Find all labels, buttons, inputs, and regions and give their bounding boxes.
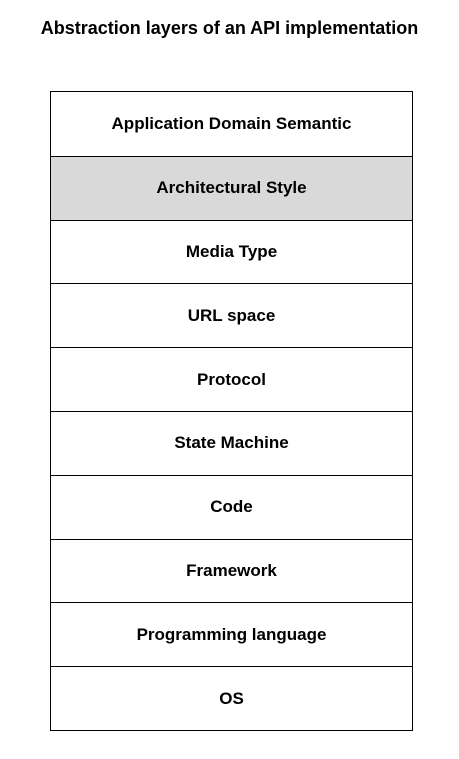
layer-application-domain-semantic: Application Domain Semantic: [51, 92, 412, 156]
layer-label: Programming language: [136, 624, 327, 644]
layer-media-type: Media Type: [51, 219, 412, 284]
layer-label: Framework: [186, 560, 277, 580]
layer-code: Code: [51, 474, 412, 539]
layer-protocol: Protocol: [51, 347, 412, 411]
layer-programming-language: Programming language: [51, 602, 412, 666]
layer-stack: Application Domain Semantic Architectura…: [50, 91, 413, 731]
layer-state-machine: State Machine: [51, 410, 412, 475]
layer-label: State Machine: [174, 433, 289, 453]
layer-framework: Framework: [51, 538, 412, 603]
layer-label: Application Domain Semantic: [111, 113, 352, 133]
layer-url-space: URL space: [51, 283, 412, 347]
layer-label: Protocol: [197, 369, 266, 389]
layer-architectural-style: Architectural Style: [51, 155, 412, 220]
layer-label: Code: [210, 497, 253, 517]
layer-label: Media Type: [185, 241, 278, 261]
layer-os: OS: [51, 666, 412, 730]
layer-label: OS: [219, 688, 244, 708]
layer-label: Architectural Style: [156, 178, 307, 198]
layer-label: URL space: [187, 305, 276, 325]
diagram-title: Abstraction layers of an API implementat…: [40, 18, 419, 38]
